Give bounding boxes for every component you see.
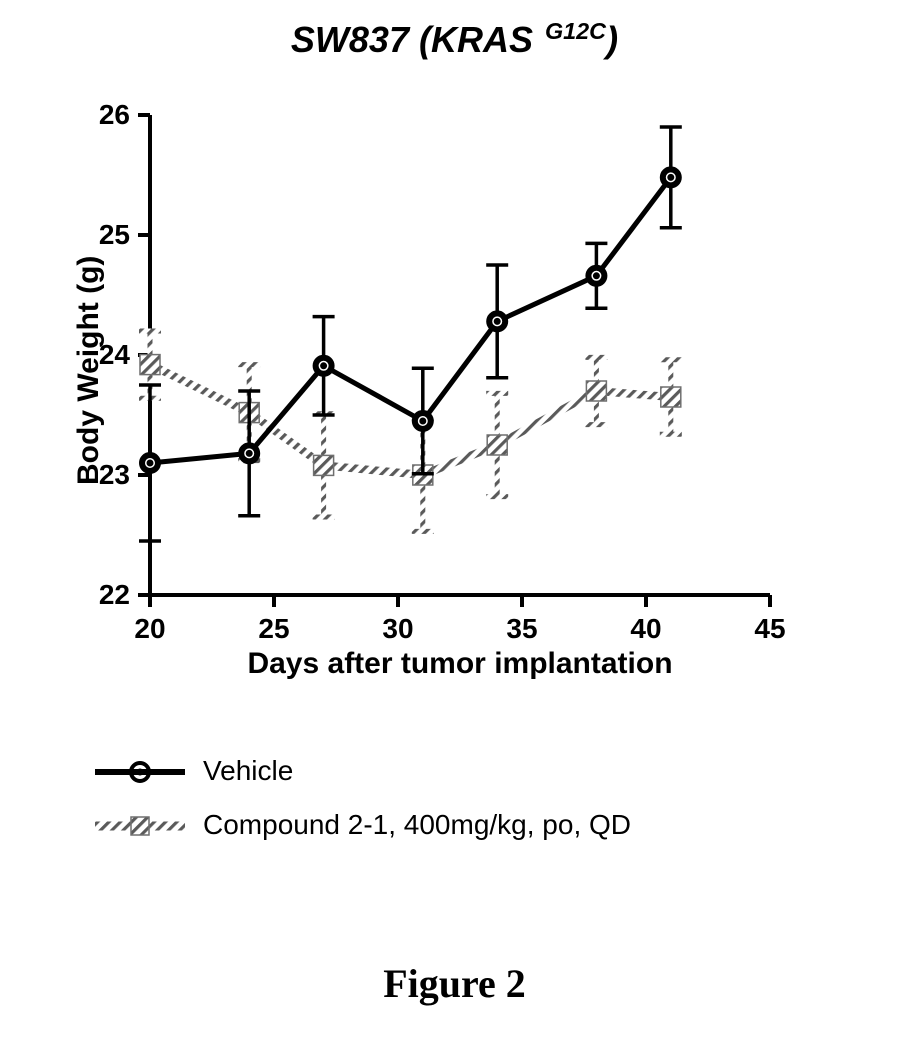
chart-title-cellline: SW837 (KRAS — [291, 19, 543, 60]
plot-svg — [136, 113, 772, 609]
legend-row-vehicle: Vehicle — [95, 755, 631, 787]
legend-row-compound: Compound 2-1, 400mg/kg, po, QD — [95, 809, 631, 841]
y-tick-label: 23 — [88, 459, 130, 491]
chart-title: SW837 (KRAS G12C) — [0, 18, 909, 61]
y-tick-label: 24 — [88, 339, 130, 371]
y-tick-label: 22 — [88, 579, 130, 611]
legend: Vehicle Compound 2-1, 400mg/kg, po, QD — [95, 755, 631, 863]
legend-swatch-vehicle — [95, 757, 185, 785]
chart-title-close: ) — [606, 19, 618, 60]
y-tick-label: 25 — [88, 219, 130, 251]
figure-caption: Figure 2 — [0, 960, 909, 1007]
x-tick-label: 30 — [373, 613, 423, 645]
x-axis-label: Days after tumor implantation — [150, 647, 770, 681]
legend-swatch-compound — [95, 811, 185, 839]
legend-label-compound: Compound 2-1, 400mg/kg, po, QD — [203, 809, 631, 841]
x-tick-label: 25 — [249, 613, 299, 645]
x-tick-label: 40 — [621, 613, 671, 645]
y-tick-label: 26 — [88, 99, 130, 131]
x-tick-label: 45 — [745, 613, 795, 645]
x-tick-label: 20 — [125, 613, 175, 645]
legend-label-vehicle: Vehicle — [203, 755, 293, 787]
x-tick-label: 35 — [497, 613, 547, 645]
plot-area — [150, 115, 770, 595]
page-root: SW837 (KRAS G12C) Body Weight (g) Days a… — [0, 0, 909, 1040]
chart-title-mutation: G12C — [545, 18, 606, 44]
